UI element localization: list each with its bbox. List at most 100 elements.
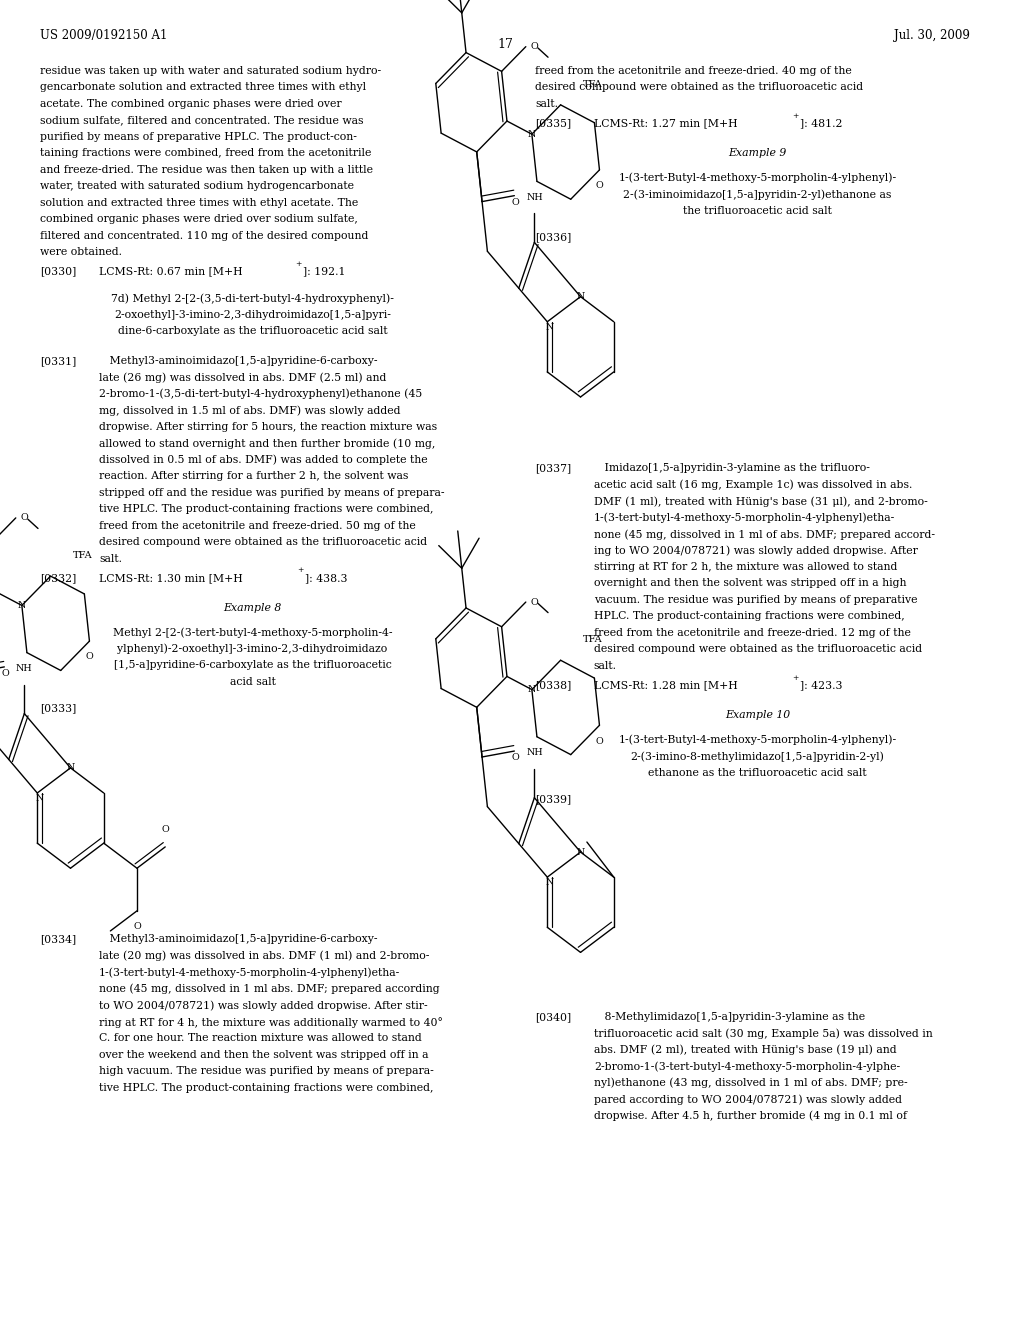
Text: acetate. The combined organic phases were dried over: acetate. The combined organic phases wer… (40, 99, 342, 110)
Text: vacuum. The residue was purified by means of preparative: vacuum. The residue was purified by mean… (594, 595, 918, 605)
Text: 2-(3-iminoimidazo[1,5-a]pyridin-2-yl)ethanone as: 2-(3-iminoimidazo[1,5-a]pyridin-2-yl)eth… (624, 189, 892, 199)
Text: NH: NH (16, 664, 33, 673)
Text: O: O (133, 923, 141, 931)
Text: desired compound were obtained as the trifluoroacetic acid: desired compound were obtained as the tr… (536, 82, 863, 92)
Text: the trifluoroacetic acid salt: the trifluoroacetic acid salt (683, 206, 831, 215)
Text: gencarbonate solution and extracted three times with ethyl: gencarbonate solution and extracted thre… (40, 82, 367, 92)
Text: LCMS-Rt: 1.28 min [M+H: LCMS-Rt: 1.28 min [M+H (594, 680, 737, 690)
Text: tive HPLC. The product-containing fractions were combined,: tive HPLC. The product-containing fracti… (99, 1082, 433, 1093)
Text: late (26 mg) was dissolved in abs. DMF (2.5 ml) and: late (26 mg) was dissolved in abs. DMF (… (99, 372, 386, 383)
Text: solution and extracted three times with ethyl acetate. The: solution and extracted three times with … (40, 198, 358, 209)
Text: O: O (511, 198, 519, 207)
Text: abs. DMF (2 ml), treated with Hünig's base (19 μl) and: abs. DMF (2 ml), treated with Hünig's ba… (594, 1044, 896, 1056)
Text: [0330]: [0330] (40, 267, 77, 277)
Text: O: O (162, 825, 169, 834)
Text: [0339]: [0339] (536, 793, 571, 804)
Text: [0334]: [0334] (40, 935, 77, 944)
Text: trifluoroacetic acid salt (30 mg, Example 5a) was dissolved in: trifluoroacetic acid salt (30 mg, Exampl… (594, 1028, 933, 1039)
Text: acetic acid salt (16 mg, Example 1c) was dissolved in abs.: acetic acid salt (16 mg, Example 1c) was… (594, 479, 912, 490)
Text: TFA: TFA (583, 635, 602, 644)
Text: NH: NH (526, 193, 543, 202)
Text: 1-(3-tert-Butyl-4-methoxy-5-morpholin-4-ylphenyl)-: 1-(3-tert-Butyl-4-methoxy-5-morpholin-4-… (618, 173, 897, 183)
Text: Methyl3-aminoimidazo[1,5-a]pyridine-6-carboxy-: Methyl3-aminoimidazo[1,5-a]pyridine-6-ca… (99, 935, 378, 944)
Text: LCMS-Rt: 1.27 min [M+H: LCMS-Rt: 1.27 min [M+H (594, 117, 737, 128)
Text: [0337]: [0337] (536, 463, 571, 473)
Text: 2-(3-imino-8-methylimidazo[1,5-a]pyridin-2-yl): 2-(3-imino-8-methylimidazo[1,5-a]pyridin… (631, 751, 885, 762)
Text: ring at RT for 4 h, the mixture was additionally warmed to 40°: ring at RT for 4 h, the mixture was addi… (99, 1016, 442, 1027)
Text: high vacuum. The residue was purified by means of prepara-: high vacuum. The residue was purified by… (99, 1067, 434, 1076)
Text: +: + (792, 673, 798, 681)
Text: freed from the acetonitrile and freeze-dried. 40 mg of the: freed from the acetonitrile and freeze-d… (536, 66, 852, 77)
Text: overnight and then the solvent was stripped off in a high: overnight and then the solvent was strip… (594, 578, 906, 589)
Text: LCMS-Rt: 1.30 min [M+H: LCMS-Rt: 1.30 min [M+H (99, 573, 243, 583)
Text: C. for one hour. The reaction mixture was allowed to stand: C. for one hour. The reaction mixture wa… (99, 1034, 422, 1043)
Text: +: + (792, 112, 798, 120)
Text: O: O (1, 669, 9, 678)
Text: N: N (527, 685, 536, 694)
Text: were obtained.: were obtained. (40, 247, 123, 257)
Text: 2-bromo-1-(3,5-di-tert-butyl-4-hydroxyphenyl)ethanone (45: 2-bromo-1-(3,5-di-tert-butyl-4-hydroxyph… (99, 388, 422, 400)
Text: [1,5-a]pyridine-6-carboxylate as the trifluoroacetic: [1,5-a]pyridine-6-carboxylate as the tri… (114, 660, 391, 671)
Text: taining fractions were combined, freed from the acetonitrile: taining fractions were combined, freed f… (40, 148, 372, 158)
Text: to WO 2004/078721) was slowly added dropwise. After stir-: to WO 2004/078721) was slowly added drop… (99, 1001, 428, 1011)
Text: desired compound were obtained as the trifluoroacetic acid: desired compound were obtained as the tr… (594, 644, 922, 655)
Text: TFA: TFA (73, 552, 92, 560)
Text: O: O (596, 181, 603, 190)
Text: Example 8: Example 8 (223, 602, 282, 612)
Text: 2-bromo-1-(3-tert-butyl-4-methoxy-5-morpholin-4-ylphe-: 2-bromo-1-(3-tert-butyl-4-methoxy-5-morp… (594, 1061, 900, 1072)
Text: stripped off and the residue was purified by means of prepara-: stripped off and the residue was purifie… (99, 487, 444, 498)
Text: N: N (527, 129, 536, 139)
Text: 17: 17 (497, 38, 513, 51)
Text: N: N (545, 322, 554, 331)
Text: dropwise. After stirring for 5 hours, the reaction mixture was: dropwise. After stirring for 5 hours, th… (99, 421, 437, 432)
Text: residue was taken up with water and saturated sodium hydro-: residue was taken up with water and satu… (40, 66, 382, 77)
Text: [0338]: [0338] (536, 680, 571, 690)
Text: [0335]: [0335] (536, 117, 571, 128)
Text: Imidazo[1,5-a]pyridin-3-ylamine as the trifluoro-: Imidazo[1,5-a]pyridin-3-ylamine as the t… (594, 463, 869, 473)
Text: tive HPLC. The product-containing fractions were combined,: tive HPLC. The product-containing fracti… (99, 504, 433, 515)
Text: water, treated with saturated sodium hydrogencarbonate: water, treated with saturated sodium hyd… (40, 181, 354, 191)
Text: and freeze-dried. The residue was then taken up with a little: and freeze-dried. The residue was then t… (40, 165, 374, 176)
Text: ylphenyl)-2-oxoethyl]-3-imino-2,3-dihydroimidazo: ylphenyl)-2-oxoethyl]-3-imino-2,3-dihydr… (118, 644, 388, 655)
Text: N: N (577, 292, 585, 301)
Text: combined organic phases were dried over sodium sulfate,: combined organic phases were dried over … (40, 214, 358, 224)
Text: Methyl3-aminoimidazo[1,5-a]pyridine-6-carboxy-: Methyl3-aminoimidazo[1,5-a]pyridine-6-ca… (99, 355, 378, 366)
Text: ing to WO 2004/078721) was slowly added dropwise. After: ing to WO 2004/078721) was slowly added … (594, 545, 918, 556)
Text: ]: 192.1: ]: 192.1 (303, 267, 345, 277)
Text: pared according to WO 2004/078721) was slowly added: pared according to WO 2004/078721) was s… (594, 1094, 902, 1105)
Text: [0332]: [0332] (40, 573, 77, 583)
Text: dissolved in 0.5 ml of abs. DMF) was added to complete the: dissolved in 0.5 ml of abs. DMF) was add… (99, 454, 428, 466)
Text: HPLC. The product-containing fractions were combined,: HPLC. The product-containing fractions w… (594, 611, 904, 622)
Text: O: O (530, 42, 539, 51)
Text: Jul. 30, 2009: Jul. 30, 2009 (894, 29, 970, 42)
Text: Example 9: Example 9 (728, 148, 786, 158)
Text: 2-oxoethyl]-3-imino-2,3-dihydroimidazo[1,5-a]pyri-: 2-oxoethyl]-3-imino-2,3-dihydroimidazo[1… (114, 309, 391, 319)
Text: O: O (596, 737, 603, 746)
Text: O: O (20, 513, 29, 523)
Text: nyl)ethanone (43 mg, dissolved in 1 ml of abs. DMF; pre-: nyl)ethanone (43 mg, dissolved in 1 ml o… (594, 1077, 907, 1089)
Text: O: O (530, 598, 539, 607)
Text: freed from the acetonitrile and freeze-dried. 50 mg of the: freed from the acetonitrile and freeze-d… (99, 520, 416, 531)
Text: salt.: salt. (536, 99, 558, 110)
Text: dropwise. After 4.5 h, further bromide (4 mg in 0.1 ml of: dropwise. After 4.5 h, further bromide (… (594, 1110, 907, 1122)
Text: 1-(3-tert-butyl-4-methoxy-5-morpholin-4-ylphenyl)etha-: 1-(3-tert-butyl-4-methoxy-5-morpholin-4-… (594, 512, 895, 523)
Text: 1-(3-tert-Butyl-4-methoxy-5-morpholin-4-ylphenyl)-: 1-(3-tert-Butyl-4-methoxy-5-morpholin-4-… (618, 734, 897, 746)
Text: desired compound were obtained as the trifluoroacetic acid: desired compound were obtained as the tr… (99, 537, 427, 548)
Text: +: + (295, 260, 301, 268)
Text: [0336]: [0336] (536, 232, 571, 242)
Text: reaction. After stirring for a further 2 h, the solvent was: reaction. After stirring for a further 2… (99, 471, 409, 482)
Text: filtered and concentrated. 110 mg of the desired compound: filtered and concentrated. 110 mg of the… (40, 231, 369, 242)
Text: LCMS-Rt: 0.67 min [M+H: LCMS-Rt: 0.67 min [M+H (99, 267, 243, 277)
Text: N: N (545, 878, 554, 887)
Text: N: N (577, 847, 585, 857)
Text: [0333]: [0333] (40, 704, 77, 713)
Text: 1-(3-tert-butyl-4-methoxy-5-morpholin-4-ylphenyl)etha-: 1-(3-tert-butyl-4-methoxy-5-morpholin-4-… (99, 968, 400, 978)
Text: ]: 423.3: ]: 423.3 (800, 680, 843, 690)
Text: dine-6-carboxylate as the trifluoroacetic acid salt: dine-6-carboxylate as the trifluoroaceti… (118, 326, 387, 337)
Text: US 2009/0192150 A1: US 2009/0192150 A1 (40, 29, 168, 42)
Text: [0331]: [0331] (40, 355, 77, 366)
Text: +: + (297, 566, 303, 574)
Text: late (20 mg) was dissolved in abs. DMF (1 ml) and 2-bromo-: late (20 mg) was dissolved in abs. DMF (… (99, 950, 429, 961)
Text: over the weekend and then the solvent was stripped off in a: over the weekend and then the solvent wa… (99, 1049, 428, 1060)
Text: N: N (35, 793, 43, 803)
